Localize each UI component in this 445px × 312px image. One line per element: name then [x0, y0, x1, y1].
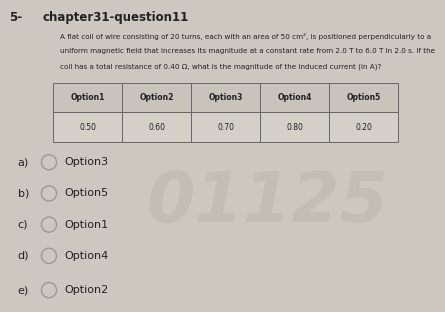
- Text: Option5: Option5: [347, 93, 381, 102]
- Text: Option4: Option4: [65, 251, 109, 261]
- Text: Option2: Option2: [65, 285, 109, 295]
- Text: uniform magnetic field that increases its magnitude at a constant rate from 2.0 : uniform magnetic field that increases it…: [60, 48, 435, 54]
- FancyBboxPatch shape: [53, 112, 122, 142]
- Text: chapter31-question11: chapter31-question11: [42, 11, 189, 24]
- Text: e): e): [18, 285, 29, 295]
- Text: 01125: 01125: [146, 169, 388, 236]
- Text: 0.60: 0.60: [148, 123, 166, 132]
- Text: a): a): [18, 157, 29, 167]
- Text: c): c): [18, 220, 28, 230]
- Text: 0.50: 0.50: [79, 123, 97, 132]
- Text: Option3: Option3: [65, 157, 109, 167]
- Text: Option1: Option1: [71, 93, 105, 102]
- FancyBboxPatch shape: [329, 112, 398, 142]
- Text: 5-: 5-: [9, 11, 22, 24]
- FancyBboxPatch shape: [191, 83, 260, 112]
- Text: Option1: Option1: [65, 220, 109, 230]
- FancyBboxPatch shape: [122, 83, 191, 112]
- FancyBboxPatch shape: [191, 112, 260, 142]
- FancyBboxPatch shape: [122, 112, 191, 142]
- Text: Option2: Option2: [140, 93, 174, 102]
- Text: b): b): [18, 188, 29, 198]
- Text: Option5: Option5: [65, 188, 109, 198]
- Text: d): d): [18, 251, 29, 261]
- Text: A flat coil of wire consisting of 20 turns, each with an area of 50 cm², is posi: A flat coil of wire consisting of 20 tur…: [60, 33, 431, 40]
- FancyBboxPatch shape: [260, 83, 329, 112]
- FancyBboxPatch shape: [329, 83, 398, 112]
- Text: coil has a total resistance of 0.40 Ω, what is the magnitude of the induced curr: coil has a total resistance of 0.40 Ω, w…: [60, 64, 381, 71]
- Text: Option4: Option4: [278, 93, 312, 102]
- Text: Option3: Option3: [209, 93, 243, 102]
- Text: 0.80: 0.80: [287, 123, 303, 132]
- Text: 0.20: 0.20: [356, 123, 372, 132]
- FancyBboxPatch shape: [53, 83, 122, 112]
- FancyBboxPatch shape: [260, 112, 329, 142]
- Text: 0.70: 0.70: [217, 123, 235, 132]
